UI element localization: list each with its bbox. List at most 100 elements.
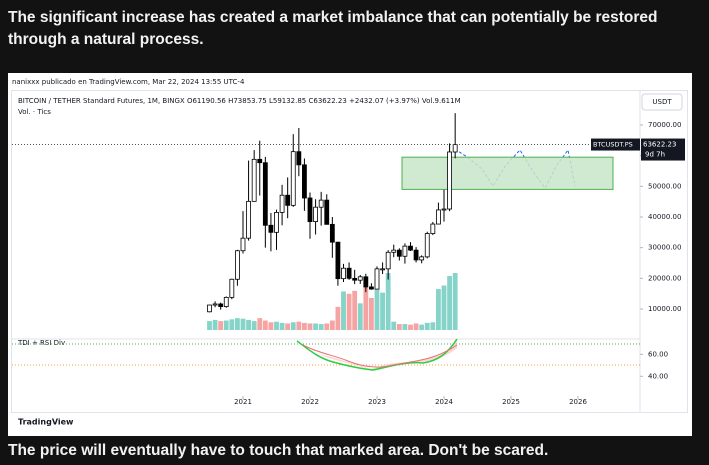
volume-bar	[374, 289, 380, 330]
volume-bar	[413, 323, 419, 330]
volume-bar	[229, 319, 235, 330]
y-tick-label: 30000.00	[648, 244, 681, 252]
countdown: 9d 7h	[645, 151, 665, 159]
y-tick-label: 70000.00	[648, 121, 681, 129]
volume-bar	[235, 318, 240, 330]
candle-body	[279, 194, 285, 213]
volume-bar	[279, 322, 285, 330]
volume-bar	[218, 321, 224, 330]
volume-bar	[341, 291, 346, 330]
volume-bar	[290, 322, 296, 330]
candle-body	[262, 162, 268, 226]
volume-bar	[424, 322, 430, 330]
volume-bar	[441, 285, 447, 330]
chart-bg	[8, 73, 692, 436]
footer-logo: TradingView	[18, 418, 74, 427]
volume-bar	[335, 306, 341, 330]
candle-body	[357, 276, 363, 281]
volume-bar	[419, 324, 425, 330]
candle-body	[313, 206, 318, 223]
volume-bar	[262, 320, 268, 330]
candle-body	[363, 276, 369, 288]
attribution: nanixxx publicado en TradingView.com, Ma…	[12, 78, 245, 86]
candle-body	[447, 151, 452, 210]
volume-bar	[452, 273, 458, 330]
volume-bar	[396, 324, 402, 330]
candle-body	[235, 250, 240, 280]
x-tick-label: 2023	[368, 398, 386, 406]
candle-body	[396, 249, 402, 257]
volume-bar	[329, 320, 335, 330]
y-tick-label: 10000.00	[648, 305, 681, 313]
candle-body	[251, 158, 257, 202]
volume-bar	[391, 321, 397, 330]
volume-bar	[296, 321, 302, 330]
candle-body	[285, 194, 291, 206]
candle-body	[436, 209, 441, 225]
volume-bar	[302, 322, 307, 330]
symbol-tag	[591, 138, 640, 151]
volume-bar	[352, 290, 358, 330]
symbol-label: BTCUSDT.PS	[593, 141, 633, 149]
volume-bar	[369, 297, 374, 330]
candle-body	[218, 303, 224, 307]
volume-bar	[363, 287, 369, 330]
candle-body	[441, 208, 447, 211]
indicator-line	[296, 338, 458, 371]
candle-body	[229, 278, 235, 298]
candle-body	[385, 251, 391, 270]
volume-bar	[324, 323, 330, 330]
caption: The price will eventually have to touch …	[8, 442, 549, 459]
volume-bar	[408, 324, 413, 330]
candle-body	[212, 303, 218, 306]
volume-bar	[447, 276, 452, 330]
volume-bar	[212, 319, 218, 330]
volume-bar	[430, 322, 436, 330]
candle-body	[268, 224, 274, 233]
volume-bar	[318, 324, 324, 330]
candle-body	[413, 249, 419, 261]
y-tick-label: 20000.00	[648, 274, 681, 282]
volume-bar	[307, 323, 313, 330]
volume-bar	[207, 321, 212, 330]
volume-bar	[257, 318, 263, 330]
x-tick-label: 2024	[435, 398, 453, 406]
candle-body	[223, 296, 229, 307]
volume-bar	[285, 323, 291, 330]
chart-title: BITCOIN / TETHER Standard Futures, 1M, B…	[18, 97, 461, 105]
candle-body	[207, 304, 212, 313]
y-tick-label: 60.00	[648, 350, 668, 358]
candle-body	[402, 245, 408, 257]
candle-body	[290, 151, 296, 206]
volume-bar	[402, 324, 408, 330]
y-tick-label: 40.00	[648, 372, 668, 380]
candle-body	[419, 256, 425, 261]
candle-body	[307, 197, 313, 223]
post-text: The significant increase has created a m…	[8, 9, 658, 48]
x-tick-label: 2022	[301, 398, 319, 406]
volume-bar	[357, 303, 363, 330]
candle-body	[352, 277, 358, 281]
currency[interactable]: USDT	[652, 98, 672, 106]
chart: nanixxx publicado en TradingView.com, Ma…	[8, 73, 692, 436]
volume-bar	[274, 321, 279, 330]
price-label: 63622.23	[643, 141, 676, 149]
legend-text: Vol. · Tics	[18, 108, 51, 116]
candle-body	[240, 237, 246, 252]
y-tick-label: 40000.00	[648, 213, 681, 221]
candle-body	[296, 151, 302, 166]
volume-bar	[251, 321, 257, 330]
candle-body	[341, 267, 346, 280]
x-tick-label: 2026	[569, 398, 587, 406]
candle-body	[380, 268, 385, 271]
indicator-fill	[297, 339, 457, 369]
indicator-line	[302, 344, 458, 368]
candle-body	[274, 211, 279, 233]
candle-body	[374, 268, 380, 290]
candle-body	[430, 223, 436, 234]
candle-body	[329, 223, 335, 243]
currency-box[interactable]	[641, 93, 683, 111]
candle-body	[246, 200, 251, 239]
volume-bar	[380, 292, 385, 330]
